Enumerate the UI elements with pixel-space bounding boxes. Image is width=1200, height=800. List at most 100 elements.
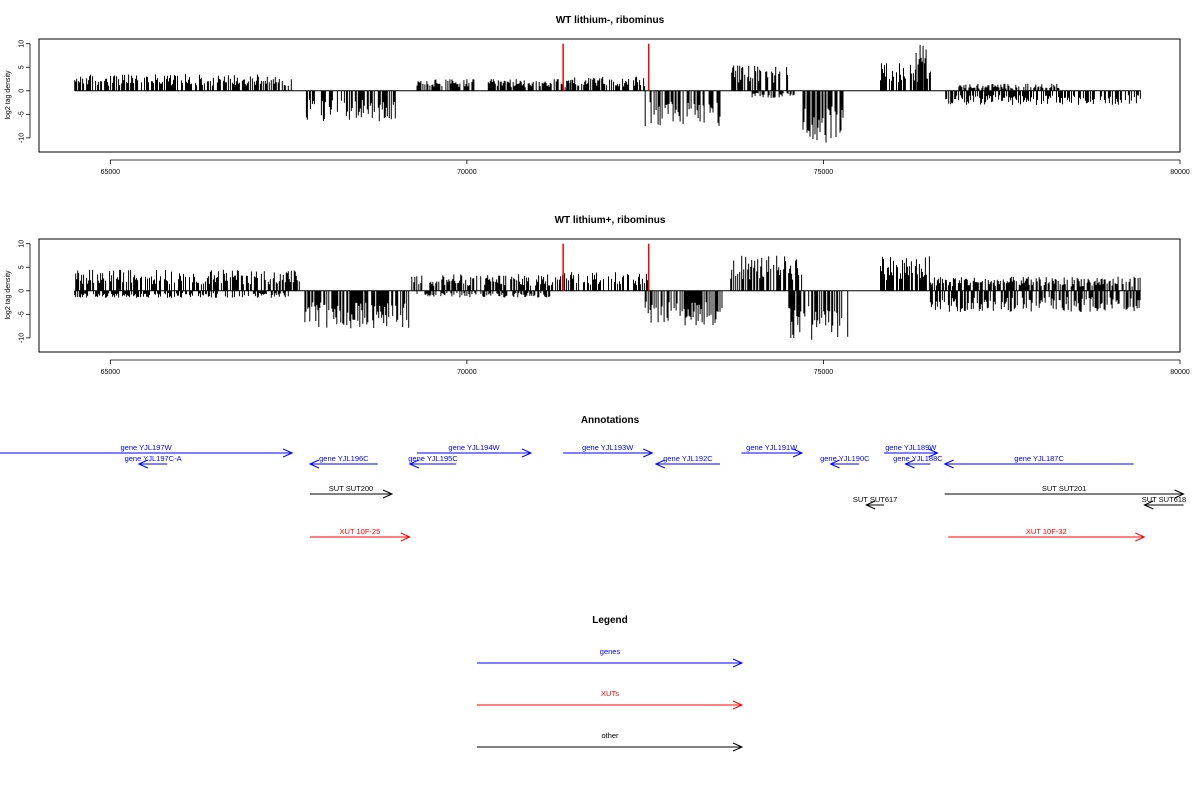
feature-arrow bbox=[563, 448, 654, 458]
x-tick-label: 70000 bbox=[457, 169, 477, 176]
x-tick-label: 65000 bbox=[101, 169, 121, 176]
y-tick-label: -5 bbox=[19, 111, 26, 117]
y-tick-label: -5 bbox=[19, 311, 26, 317]
feature-label: gene YJL192C bbox=[663, 454, 713, 463]
density-bar-group bbox=[305, 90, 396, 122]
feature-arrow bbox=[884, 448, 939, 458]
legend-label: XUTs bbox=[601, 689, 619, 698]
feature-arrow bbox=[654, 459, 721, 469]
y-tick-label: 0 bbox=[19, 289, 26, 293]
feature-arrow bbox=[309, 489, 394, 499]
density-bar-group bbox=[751, 90, 795, 98]
feature-label: SUT SUT201 bbox=[1042, 484, 1086, 493]
y-tick-label: 0 bbox=[19, 89, 26, 93]
legend-title: Legend bbox=[592, 615, 628, 626]
position-markers bbox=[562, 43, 650, 91]
x-axis: 65000 70000 75000 80000 bbox=[101, 359, 1190, 376]
feature-label: gene YJL187C bbox=[1014, 454, 1064, 463]
feature-label: SUT SUT617 bbox=[853, 495, 897, 504]
y-tick-label: 10 bbox=[19, 240, 26, 248]
feature-label: XUT 10F-32 bbox=[1026, 527, 1067, 536]
y-tick-label: 5 bbox=[19, 65, 26, 69]
feature-arrow bbox=[308, 459, 378, 469]
density-bar-group bbox=[644, 90, 721, 127]
density-bar-group bbox=[566, 76, 646, 91]
density-bar-group bbox=[929, 276, 1141, 291]
panel-title: WT lithium-, ribominus bbox=[556, 15, 665, 26]
legend-arrow bbox=[477, 658, 744, 668]
coverage-panel-lithium-plus: WT lithium+, ribominus log2 tag density … bbox=[5, 215, 1190, 376]
legend-label: other bbox=[601, 731, 619, 740]
x-axis: 65000 70000 75000 80000 bbox=[101, 159, 1190, 176]
y-tick-label: -10 bbox=[19, 133, 26, 143]
y-axis: 10 5 0 -5 -10 bbox=[19, 240, 31, 343]
feature-arrow bbox=[0, 448, 294, 458]
feature-label: gene YJL190C bbox=[820, 454, 870, 463]
y-tick-label: -10 bbox=[19, 333, 26, 343]
feature-arrow bbox=[829, 459, 860, 469]
density-bars bbox=[74, 44, 1141, 143]
x-tick-label: 65000 bbox=[101, 369, 121, 376]
density-bar-group bbox=[788, 290, 849, 340]
position-markers bbox=[562, 243, 650, 291]
density-bar-group bbox=[74, 290, 289, 298]
density-bar-group bbox=[880, 256, 930, 291]
legend-label: genes bbox=[600, 647, 621, 656]
x-tick-label: 70000 bbox=[457, 369, 477, 376]
feature-label: gene YJL193W bbox=[582, 443, 634, 452]
feature-arrow bbox=[904, 459, 931, 469]
density-bar-group bbox=[929, 290, 1141, 312]
density-bar-group bbox=[487, 79, 574, 91]
legend-arrow bbox=[477, 700, 744, 710]
feature-label: gene YJL197W bbox=[121, 443, 173, 452]
feature-label: gene YJL191W bbox=[746, 443, 798, 452]
legend-arrow bbox=[477, 742, 744, 752]
y-axis: 10 5 0 -5 -10 bbox=[19, 40, 31, 143]
density-bar-group bbox=[75, 269, 300, 291]
density-bar-group bbox=[644, 290, 723, 326]
feature-label: gene YJL197C-A bbox=[125, 454, 182, 463]
coverage-panel-lithium-minus: WT lithium-, ribominus log2 tag density … bbox=[5, 15, 1190, 176]
y-tick-label: 10 bbox=[19, 40, 26, 48]
density-bar-group bbox=[731, 65, 789, 91]
density-bars bbox=[74, 255, 1141, 340]
feature-arrow bbox=[137, 459, 168, 469]
plot-frame bbox=[38, 38, 1181, 153]
y-tick-label: 5 bbox=[19, 265, 26, 269]
density-bar-group bbox=[958, 83, 1060, 91]
x-tick-label: 80000 bbox=[1170, 169, 1190, 176]
feature-arrow bbox=[309, 532, 412, 542]
feature-label: XUT 10F-25 bbox=[340, 527, 381, 536]
density-bar-group bbox=[416, 79, 475, 91]
density-bar-group bbox=[304, 290, 410, 329]
feature-arrow bbox=[416, 448, 533, 458]
density-bar-group bbox=[74, 74, 292, 91]
feature-label: gene YJL188C bbox=[893, 454, 943, 463]
feature-arrow bbox=[864, 500, 885, 510]
feature-label: gene YJL189W bbox=[885, 443, 937, 452]
density-bar-group bbox=[802, 90, 844, 143]
plot-frame bbox=[38, 238, 1181, 353]
annotations-title: Annotations bbox=[581, 415, 640, 426]
feature-arrow bbox=[948, 532, 1146, 542]
feature-arrow bbox=[943, 459, 1134, 469]
x-tick-label: 75000 bbox=[814, 169, 834, 176]
density-bar-group bbox=[730, 255, 803, 291]
y-axis-label: log2 tag density bbox=[5, 270, 12, 320]
feature-arrow bbox=[408, 459, 457, 469]
density-bar-group bbox=[411, 274, 561, 291]
y-axis-label: log2 tag density bbox=[5, 70, 12, 120]
feature-arrow bbox=[741, 448, 804, 458]
feature-label: gene YJL196C bbox=[319, 454, 369, 463]
feature-label: SUT SUT200 bbox=[329, 484, 373, 493]
density-bar-group bbox=[915, 44, 927, 91]
feature-label: SUT SUT618 bbox=[1142, 495, 1186, 504]
feature-list: gene YJL197W gene YJL197C-A gene YJL196C ge… bbox=[0, 443, 1186, 542]
panel-title: WT lithium+, ribominus bbox=[555, 215, 666, 226]
x-tick-label: 80000 bbox=[1170, 369, 1190, 376]
feature-arrow bbox=[944, 489, 1185, 499]
density-bar-group bbox=[945, 90, 1141, 105]
feature-label: gene YJL194W bbox=[448, 443, 500, 452]
